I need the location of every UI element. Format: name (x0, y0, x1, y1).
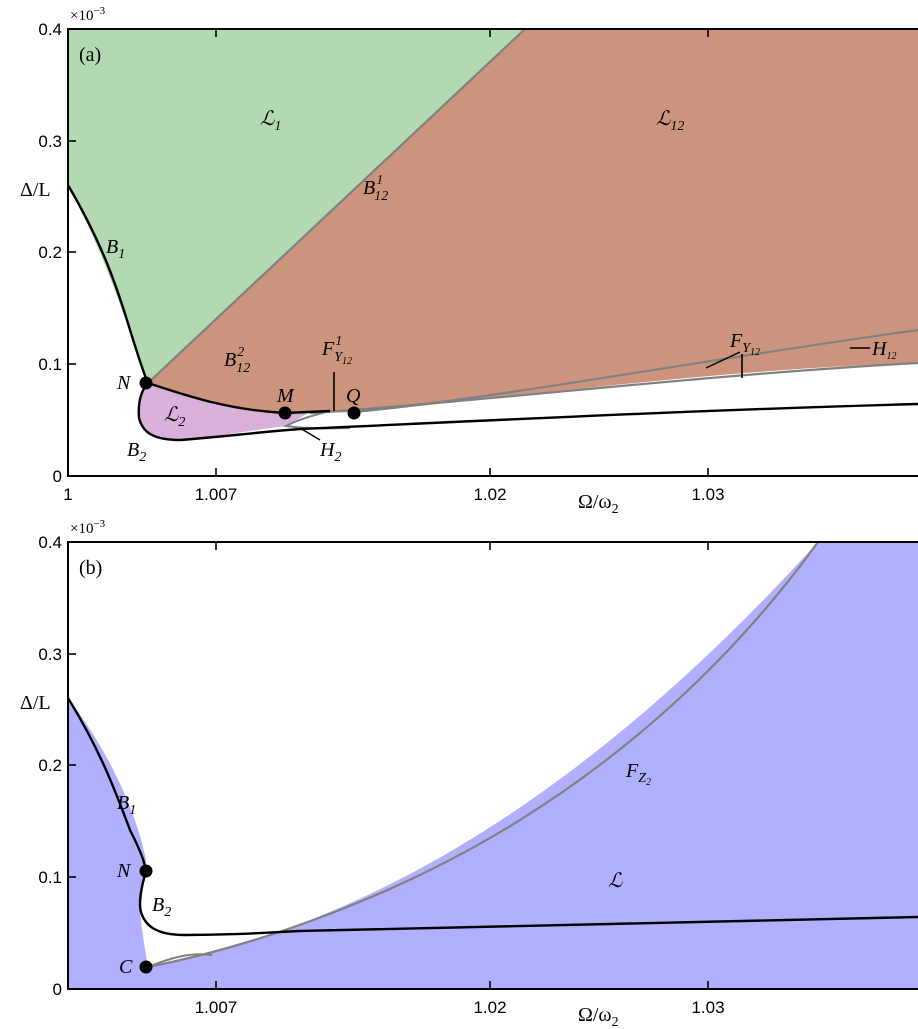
panel-b-ytick-2: 0.2 (38, 756, 62, 775)
label-fz2: FZ2 (625, 760, 651, 788)
point-m (278, 406, 292, 420)
panel-a-y-ticks (68, 28, 76, 477)
curve-b2 (137, 382, 918, 442)
label-point-m: M (276, 385, 295, 407)
point-n (139, 376, 153, 390)
panel-a-xtick-1: 1.007 (195, 485, 238, 504)
region-l12 (148, 29, 918, 413)
label-point-n-a: N (116, 372, 132, 394)
label-b1: B1 (106, 236, 125, 262)
leader-fy12-diag (705, 351, 741, 369)
panel-a-label: (a) (79, 44, 101, 66)
region-l2 (138, 383, 308, 440)
panel-b-ytick-4: 0.4 (38, 533, 62, 552)
panel-b: 0 0.1 0.2 0.3 0.4 1.007 1.02 1.03 ×10−3 … (20, 518, 918, 1029)
panel-a: 0 0.1 0.2 0.3 0.4 1 1.007 1.02 1.03 ×10−… (20, 5, 918, 517)
panel-a-plot-area (68, 29, 918, 442)
region-l1 (68, 29, 525, 383)
panel-a-ytick-1: 0.1 (38, 355, 62, 374)
leader-h2 (299, 427, 321, 441)
panel-a-x-ticks (215, 29, 709, 476)
panel-a-xlabel: Ω/ω2 (578, 491, 619, 517)
panel-b-xlabel: Ω/ω2 (578, 1004, 619, 1029)
label-b2: B2 (127, 439, 146, 465)
point-c (139, 960, 153, 974)
panel-b-y-tick-labels: 0 0.1 0.2 0.3 0.4 (38, 533, 62, 999)
panel-a-x-tick-labels: 1 1.007 1.02 1.03 (63, 485, 724, 504)
curve-b1 (68, 184, 150, 384)
panel-b-xtick-3: 1.03 (691, 998, 724, 1017)
label-b1-b: B1 (117, 792, 136, 818)
panel-b-ytick-1: 0.1 (38, 868, 62, 887)
curve-fz2 (147, 542, 819, 969)
panel-b-x-tick-labels: 1.007 1.02 1.03 (195, 998, 725, 1017)
curve-b12-1 (147, 29, 526, 384)
label-point-c: C (119, 956, 133, 978)
curve-c-grey (147, 953, 213, 968)
panel-b-plot-area (68, 542, 918, 989)
panel-b-label: (b) (79, 557, 102, 579)
label-l: ℒ (608, 870, 623, 892)
label-l2: ℒ2 (164, 404, 185, 430)
region-l (68, 542, 918, 989)
label-b12-1: B1 12 (363, 173, 388, 204)
panel-b-xtick-1: 1.007 (195, 998, 238, 1017)
panel-a-ylabel: Δ/L (20, 179, 51, 201)
point-q (347, 406, 361, 420)
panel-b-y-ticks (68, 541, 76, 990)
panel-a-y-tick-labels: 0 0.1 0.2 0.3 0.4 (38, 20, 62, 486)
panel-a-ytick-4: 0.4 (38, 20, 62, 39)
label-h2: H2 (319, 439, 341, 465)
label-fy12: FY12 (729, 330, 760, 358)
curve-b12-2 (147, 381, 331, 415)
panel-a-exponent: ×10−3 (70, 5, 106, 24)
panel-a-xtick-2: 1.02 (473, 485, 506, 504)
panel-b-ylabel: Δ/L (20, 692, 51, 714)
curve-b1-b (68, 697, 148, 873)
panel-b-xtick-2: 1.02 (473, 998, 506, 1017)
label-point-q: Q (346, 385, 361, 407)
label-b2-b: B2 (152, 894, 171, 920)
panel-a-ytick-3: 0.3 (38, 132, 62, 151)
panel-a-xtick-3: 1.03 (691, 485, 724, 504)
label-h12: H12 (871, 338, 896, 362)
curve-h12 (309, 361, 918, 415)
panel-a-xtick-0: 1 (63, 485, 72, 504)
point-n-b (139, 864, 153, 878)
label-b12-2: B2 12 (224, 345, 250, 376)
panel-b-ytick-3: 0.3 (38, 645, 62, 664)
label-fy12-1: F1 Y12 (321, 334, 352, 367)
panel-b-x-ticks (215, 542, 709, 989)
panel-a-ytick-2: 0.2 (38, 243, 62, 262)
label-l1: ℒ1 (260, 108, 281, 134)
label-l12: ℒ12 (656, 108, 684, 134)
panel-b-ytick-0: 0 (53, 980, 62, 999)
panel-a-ytick-0: 0 (53, 467, 62, 486)
panel-b-exponent: ×10−3 (70, 518, 106, 537)
label-point-n-b: N (116, 860, 132, 882)
